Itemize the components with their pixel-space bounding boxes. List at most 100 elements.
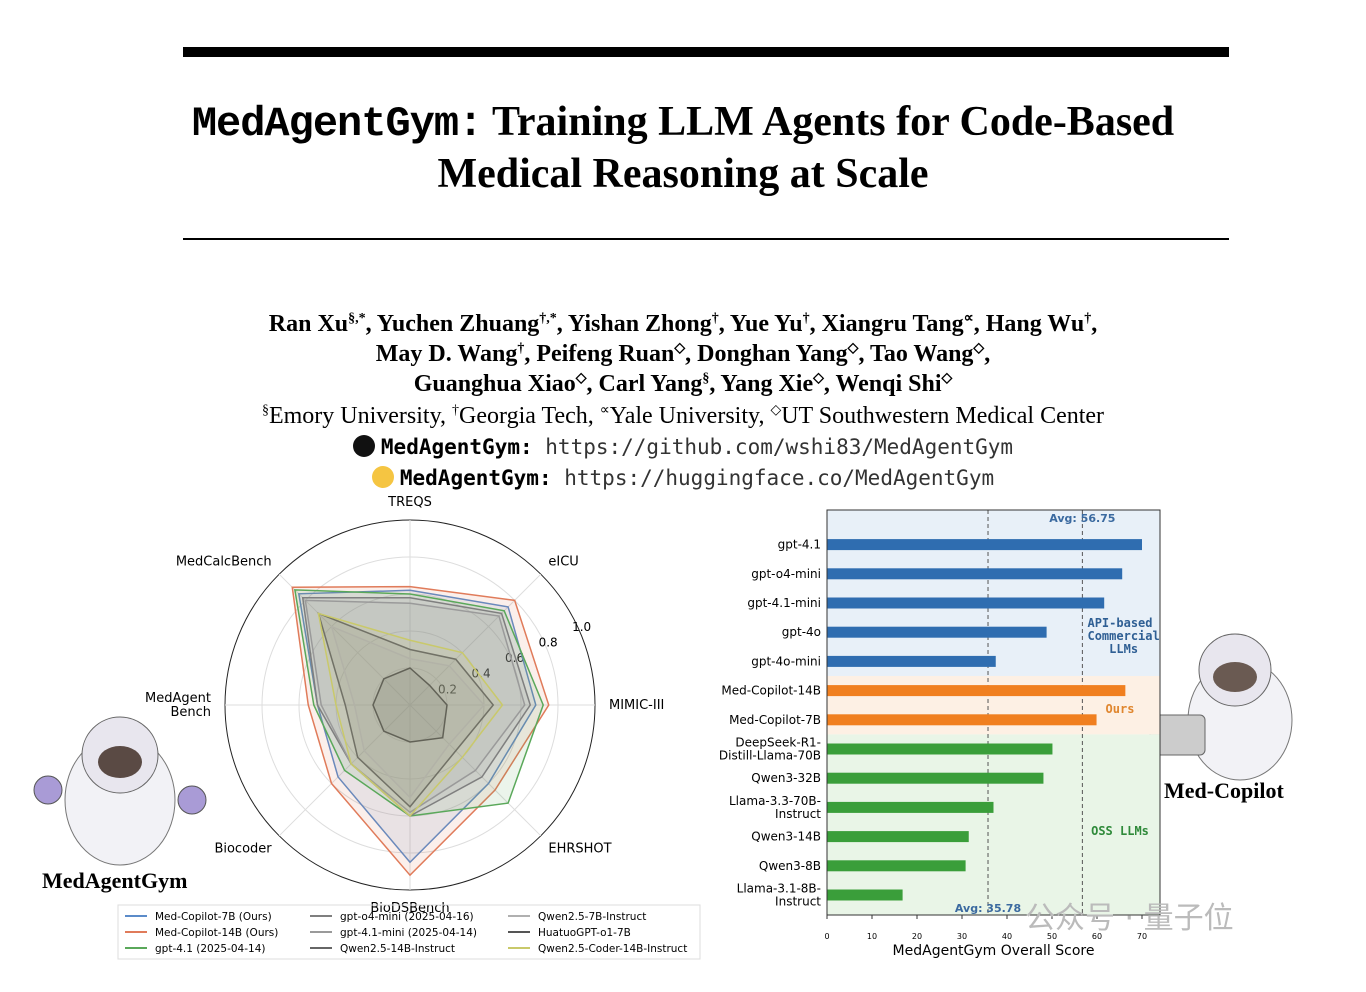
- x-tick-label: 20: [912, 932, 922, 941]
- r-tick-label: 0.4: [472, 667, 491, 681]
- bottom-rule: [183, 238, 1229, 240]
- y-tick-label: Llama-3.1-8B- Instruct: [737, 881, 822, 908]
- bar: [827, 685, 1126, 697]
- bar: [827, 626, 1047, 638]
- grid-circle: [224, 519, 596, 891]
- author-mark: ∝: [963, 311, 974, 326]
- axis-spoke: [409, 704, 542, 837]
- affiliation: Georgia Tech: [459, 403, 588, 429]
- author-mark: †: [1084, 311, 1092, 326]
- affiliation-mark: ◇: [770, 403, 782, 418]
- y-tick-label: Med-Copilot-14B: [721, 684, 821, 698]
- y-tick-label: Llama-3.3-70B- Instruct: [729, 794, 821, 821]
- affiliation-mark: §: [261, 403, 269, 418]
- y-tick-label: gpt-4.1: [778, 538, 821, 552]
- legend-label: Qwen2.5-7B-Instruct: [538, 911, 646, 923]
- axis-label: eICU: [548, 554, 578, 569]
- x-tick-label: 40: [1002, 932, 1012, 941]
- link-url: https://huggingface.co/MedAgentGym: [564, 466, 995, 490]
- affiliations: §Emory University, †Georgia Tech, ∝Yale …: [261, 403, 1105, 429]
- author-name: Tao Wang: [870, 341, 974, 367]
- author-name: Yuchen Zhuang: [376, 311, 540, 337]
- x-tick-label: 0: [824, 932, 829, 941]
- bar: [827, 655, 996, 667]
- radar-series: [291, 585, 550, 877]
- group-label: OSS LLMs: [1091, 824, 1149, 838]
- top-rule: [183, 47, 1229, 57]
- axis-label: EHRSHOT: [548, 842, 611, 857]
- radar-series: [301, 596, 532, 817]
- axis-label: Biocoder: [214, 842, 272, 857]
- affiliation-mark: ∝: [599, 403, 610, 418]
- author-mark: †,*: [539, 311, 557, 326]
- bar: [827, 743, 1053, 755]
- axis-label: BioDSBench: [370, 901, 449, 916]
- author-name: Yue Yu: [729, 311, 803, 337]
- radar-series: [372, 667, 448, 743]
- avg-label: Avg: 56.75: [1049, 512, 1115, 525]
- author-name: May D. Wang: [375, 341, 518, 367]
- y-tick-label: Med-Copilot-7B: [729, 713, 821, 727]
- radar-series: [297, 589, 537, 864]
- bar: [827, 860, 966, 872]
- author-mark: †: [711, 311, 719, 326]
- r-tick-label: 1.0: [572, 620, 591, 634]
- author-name: Peifeng Ruan: [536, 341, 675, 367]
- link-label: MedAgentGym:: [380, 435, 533, 459]
- title-line-2: Medical Reasoning at Scale: [437, 151, 929, 197]
- link-line: MedAgentGym: https://github.com/wshi83/M…: [0, 435, 1366, 459]
- bar: [827, 714, 1097, 726]
- y-tick-label: gpt-4o-mini: [751, 654, 821, 668]
- grid-circle: [372, 667, 448, 743]
- charts: 0.2 0.4 0.6 0.8 1.0 TREQS eICU MIMIC-III EHRSHOT…: [117, 495, 1161, 960]
- axis-label: MIMIC-III: [609, 698, 664, 713]
- radar-series: [304, 599, 526, 814]
- mascot-right: [1149, 633, 1293, 781]
- plot-frame: [826, 509, 1161, 916]
- bar: [827, 831, 969, 843]
- watermark: 公众号 · 量子位: [1025, 901, 1234, 936]
- axis-label: MedCalcBench: [176, 554, 272, 569]
- author-mark: ◇: [941, 371, 953, 386]
- bar: [827, 597, 1105, 609]
- r-tick-label: 0.8: [539, 635, 558, 649]
- group-label: Ours: [1106, 702, 1135, 716]
- radar-series: [293, 589, 545, 817]
- legend-label: HuatuoGPT-o1-7B: [538, 927, 631, 939]
- author-mark: §: [702, 371, 710, 386]
- author-name: Yang Xie: [720, 371, 814, 397]
- group-band: [827, 510, 1160, 676]
- author-mark: ◇: [575, 371, 587, 386]
- bar: [827, 772, 1044, 784]
- axis-spoke: [278, 704, 411, 837]
- y-tick-label: Qwen3-14B: [751, 830, 821, 844]
- y-tick-label: gpt-4.1-mini: [747, 596, 821, 610]
- bar: [827, 539, 1142, 551]
- axis-label: MedAgent Bench: [145, 691, 211, 720]
- author-line: Guanghua Xiao◇, Carl Yang§, Yang Xie◇, W…: [413, 371, 953, 397]
- author-mark: †: [802, 311, 810, 326]
- axis-spoke: [409, 573, 542, 706]
- title-text: Training LLM Agents for Code-Based: [492, 99, 1175, 145]
- author-mark: ◇: [847, 341, 859, 356]
- author-name: Hang Wu: [985, 311, 1085, 337]
- legend-label: Med-Copilot-14B (Ours): [155, 927, 278, 939]
- author-line: Ran Xu§,*, Yuchen Zhuang†,*, Yishan Zhon…: [268, 311, 1098, 337]
- link-icon: [352, 435, 375, 457]
- legend-label: Qwen2.5-Coder-14B-Instruct: [538, 943, 687, 955]
- group-band: [827, 734, 1160, 915]
- mascot-label: Med-Copilot: [1164, 778, 1284, 803]
- radar-series: [330, 625, 486, 799]
- affiliation: UT Southwestern Medical Center: [781, 403, 1105, 429]
- author-name: Yishan Zhong: [567, 311, 712, 337]
- affiliation: Yale University: [609, 403, 759, 429]
- link-label: MedAgentGym:: [399, 466, 552, 490]
- legend-label: gpt-4.1-mini (2025-04-14): [340, 927, 477, 939]
- bar: [827, 801, 994, 813]
- radar-series: [317, 612, 495, 808]
- author-mark: ◇: [973, 341, 985, 356]
- axis-spoke: [278, 573, 411, 706]
- x-tick-label: 30: [957, 932, 967, 941]
- y-tick-label: Qwen3-32B: [751, 771, 821, 785]
